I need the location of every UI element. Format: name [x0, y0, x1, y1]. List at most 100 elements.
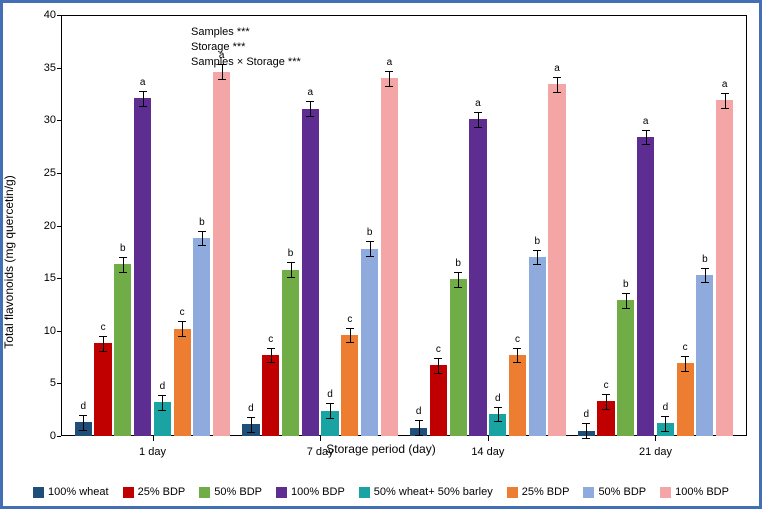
sig-letter: a — [387, 57, 393, 68]
sig-letter: d — [584, 409, 590, 420]
y-tick-mark — [57, 436, 61, 437]
error-cap — [287, 277, 295, 278]
legend-item: 50% BDP — [583, 486, 646, 498]
annot-line: Samples × Storage *** — [191, 55, 301, 70]
error-cap — [533, 250, 541, 251]
legend-item: 100% BDP — [276, 486, 345, 498]
error-bar — [370, 241, 371, 256]
y-tick-mark — [57, 68, 61, 69]
bar — [548, 84, 565, 436]
error-cap — [218, 64, 226, 65]
sig-letter: b — [120, 243, 126, 254]
chart-frame: Total flavonoids (mg quercetin/g) Sample… — [0, 0, 762, 509]
error-cap — [533, 264, 541, 265]
legend-item: 100% wheat — [33, 486, 109, 498]
error-bar — [498, 407, 499, 422]
error-cap — [198, 231, 206, 232]
sig-letter: b — [455, 258, 461, 269]
error-bar — [557, 77, 558, 92]
sig-letter: c — [604, 380, 609, 391]
annot-line: Storage *** — [191, 40, 301, 55]
error-bar — [83, 415, 84, 430]
error-cap — [326, 403, 334, 404]
error-cap — [99, 336, 107, 337]
error-cap — [721, 93, 729, 94]
error-cap — [494, 407, 502, 408]
bar — [282, 270, 299, 436]
bar — [381, 78, 398, 436]
error-bar — [458, 272, 459, 287]
error-cap — [622, 293, 630, 294]
error-cap — [178, 321, 186, 322]
y-tick-mark — [57, 331, 61, 332]
sig-letter: c — [436, 344, 441, 355]
error-cap — [582, 423, 590, 424]
error-cap — [454, 272, 462, 273]
sig-letter: c — [180, 307, 185, 318]
error-cap — [602, 394, 610, 395]
legend-label: 50% wheat+ 50% barley — [374, 486, 493, 498]
error-cap — [602, 409, 610, 410]
y-tick-mark — [57, 278, 61, 279]
plot-area: Samples ***Storage ***Samples × Storage … — [61, 15, 747, 436]
sig-letter: a — [475, 98, 481, 109]
error-cap — [178, 336, 186, 337]
error-cap — [366, 256, 374, 257]
y-tick-mark — [57, 15, 61, 16]
y-tick-mark — [57, 120, 61, 121]
legend-label: 25% BDP — [138, 486, 186, 498]
bar — [262, 355, 279, 436]
legend-swatch — [33, 487, 44, 498]
sig-letter: a — [140, 77, 146, 88]
sig-letter: d — [81, 401, 87, 412]
x-axis-label: Storage period (day) — [3, 442, 759, 456]
annot-line: Samples *** — [191, 25, 301, 40]
error-cap — [158, 395, 166, 396]
error-cap — [366, 241, 374, 242]
error-cap — [494, 421, 502, 422]
legend-swatch — [276, 487, 287, 498]
y-axis-label: Total flavonoids (mg quercetin/g) — [2, 175, 16, 348]
error-cap — [218, 79, 226, 80]
error-cap — [346, 342, 354, 343]
error-cap — [247, 417, 255, 418]
legend-swatch — [123, 487, 134, 498]
legend-label: 100% BDP — [291, 486, 345, 498]
error-cap — [139, 91, 147, 92]
legend: 100% wheat 25% BDP 50% BDP 100% BDP 50% whea… — [15, 486, 747, 498]
sig-letter: a — [643, 116, 649, 127]
error-cap — [247, 432, 255, 433]
error-cap — [553, 77, 561, 78]
error-bar — [517, 348, 518, 363]
error-cap — [99, 351, 107, 352]
sig-letter: c — [347, 314, 352, 325]
sig-letter: c — [101, 322, 106, 333]
bar — [174, 329, 191, 436]
bar — [617, 300, 634, 436]
error-cap — [139, 106, 147, 107]
sig-letter: d — [663, 402, 669, 413]
legend-item: 50% BDP — [199, 486, 262, 498]
error-bar — [586, 423, 587, 438]
error-bar — [350, 328, 351, 343]
error-cap — [454, 287, 462, 288]
error-cap — [642, 144, 650, 145]
legend-label: 100% BDP — [675, 486, 729, 498]
bar — [361, 249, 378, 436]
error-cap — [79, 415, 87, 416]
x-group-tick — [320, 436, 321, 441]
bar — [677, 363, 694, 436]
y-tick-mark — [57, 173, 61, 174]
error-bar — [271, 348, 272, 363]
legend-label: 100% wheat — [48, 486, 109, 498]
error-cap — [287, 262, 295, 263]
error-bar — [626, 293, 627, 308]
sig-letter: c — [683, 342, 688, 353]
sig-letter: c — [268, 334, 273, 345]
legend-swatch — [660, 487, 671, 498]
legend-label: 25% BDP — [522, 486, 570, 498]
error-cap — [434, 358, 442, 359]
bar — [302, 109, 319, 436]
bar — [193, 238, 210, 436]
bar — [696, 275, 713, 436]
